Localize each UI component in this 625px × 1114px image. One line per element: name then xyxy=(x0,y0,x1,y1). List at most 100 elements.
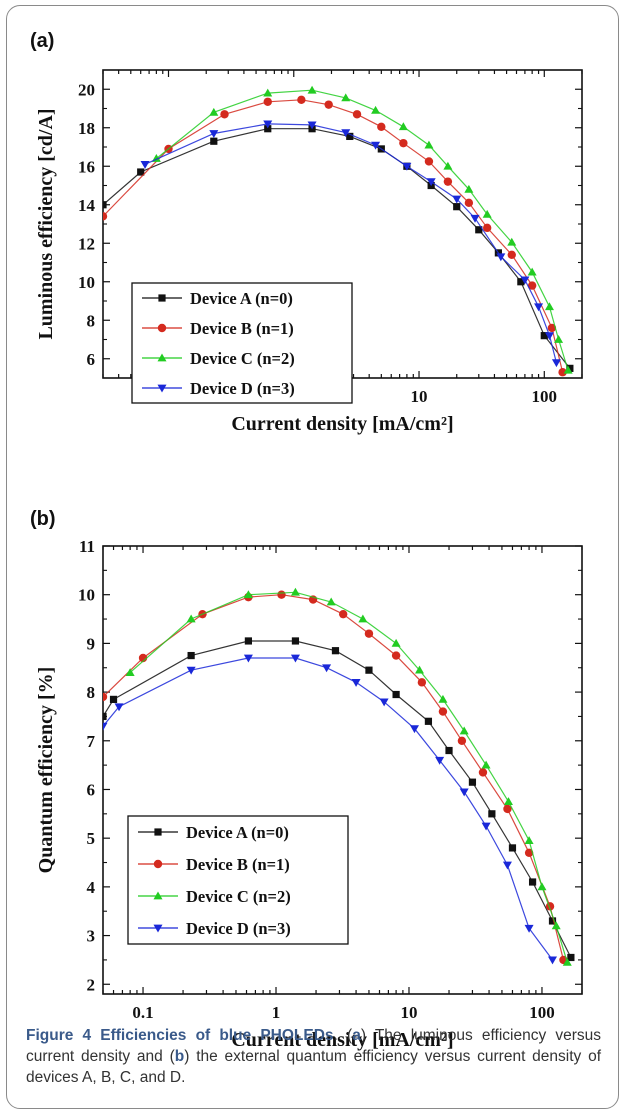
data-point xyxy=(547,323,557,333)
data-point xyxy=(209,107,219,116)
caption-title: Figure 4 Efficiencies of blue PHOLEDs xyxy=(26,1027,334,1044)
data-point xyxy=(391,651,401,660)
legend-marker xyxy=(157,323,167,333)
data-point xyxy=(524,836,534,844)
data-point xyxy=(307,121,317,130)
y-tick-label: 6 xyxy=(87,350,96,369)
x-tick-label: 100 xyxy=(529,1003,555,1022)
data-point xyxy=(567,953,575,962)
y-tick-label: 5 xyxy=(87,829,96,848)
y-tick-label: 3 xyxy=(87,927,96,946)
data-point xyxy=(443,177,453,186)
data-point xyxy=(464,198,474,208)
data-point xyxy=(468,778,477,786)
data-point xyxy=(464,184,474,193)
data-point xyxy=(365,666,373,674)
data-point xyxy=(341,93,351,102)
data-point xyxy=(277,590,286,599)
caption-text-3: ) the external quantum efficiency versus… xyxy=(26,1048,602,1086)
data-point xyxy=(263,88,273,97)
data-point xyxy=(415,665,425,674)
data-point xyxy=(488,810,496,818)
data-point xyxy=(438,707,448,716)
data-point xyxy=(398,122,408,131)
data-point xyxy=(459,788,469,797)
data-point xyxy=(377,122,386,131)
legend-marker xyxy=(158,294,166,302)
data-point xyxy=(475,226,483,234)
panel-label-a: (a) xyxy=(30,30,55,52)
data-point xyxy=(103,692,108,702)
data-point xyxy=(307,85,317,94)
x-tick-label: 10 xyxy=(400,1003,417,1022)
data-point xyxy=(478,768,488,777)
legend-label: Device A (n=0) xyxy=(186,823,289,842)
data-point xyxy=(103,722,108,731)
data-point xyxy=(338,609,348,619)
data-point xyxy=(291,637,300,645)
x-axis-label: Current density [mA/cm²] xyxy=(231,413,453,435)
data-point xyxy=(209,130,219,139)
series-3 xyxy=(151,85,573,374)
data-point xyxy=(409,725,419,734)
data-point xyxy=(438,694,448,703)
data-point xyxy=(263,120,273,129)
data-point xyxy=(527,281,537,290)
data-point xyxy=(187,651,195,660)
data-point xyxy=(457,736,467,745)
data-point xyxy=(371,141,381,150)
data-point xyxy=(540,332,548,340)
legend-label: Device C (n=2) xyxy=(190,349,295,368)
data-point xyxy=(563,365,573,374)
data-point xyxy=(481,760,491,769)
y-tick-label: 8 xyxy=(87,683,96,702)
series-3 xyxy=(125,587,572,966)
series-4 xyxy=(140,120,561,368)
data-point xyxy=(482,209,492,218)
y-tick-label: 7 xyxy=(87,732,96,751)
series-line xyxy=(129,591,568,963)
data-point xyxy=(507,250,516,259)
legend-box xyxy=(127,815,349,945)
data-point xyxy=(534,303,544,312)
data-point xyxy=(502,861,512,870)
data-point xyxy=(524,848,534,857)
data-point xyxy=(508,844,517,852)
x-tick-label: 10 xyxy=(411,387,428,406)
legend-marker xyxy=(153,859,163,869)
data-point xyxy=(371,105,381,114)
series-line xyxy=(103,640,572,958)
data-point xyxy=(220,110,229,119)
luminous-efficiency-chart: 0.111010068101214161820Current density [… xyxy=(35,69,583,435)
data-point xyxy=(322,664,332,673)
y-axis-label: Quantum efficiency [%] xyxy=(35,667,57,874)
series-1 xyxy=(103,637,575,962)
data-point xyxy=(453,203,461,211)
y-tick-label: 6 xyxy=(87,780,96,799)
data-point xyxy=(109,695,118,703)
data-point xyxy=(562,957,572,966)
y-tick-label: 8 xyxy=(87,311,96,330)
y-tick-label: 10 xyxy=(78,273,95,292)
data-point xyxy=(503,804,512,814)
series-2 xyxy=(103,95,567,377)
y-tick-label: 12 xyxy=(78,234,95,253)
y-tick-label: 18 xyxy=(78,119,95,138)
data-point xyxy=(566,364,574,372)
data-point xyxy=(424,140,434,149)
legend-label: Device D (n=3) xyxy=(190,379,295,398)
legend-label: Device A (n=0) xyxy=(190,289,293,308)
data-point xyxy=(548,917,557,925)
data-point xyxy=(417,678,427,687)
data-point xyxy=(459,726,469,735)
y-tick-label: 10 xyxy=(78,586,95,605)
data-point xyxy=(544,302,554,311)
data-point xyxy=(137,168,145,176)
data-point xyxy=(426,178,436,187)
y-tick-label: 11 xyxy=(79,537,95,556)
y-axis-label: Luminous efficiency [cd/A] xyxy=(35,108,57,339)
legend-marker xyxy=(153,891,163,900)
x-tick-label: 0.1 xyxy=(132,1003,153,1022)
caption-b-letter: b xyxy=(174,1048,185,1065)
data-point xyxy=(558,368,567,377)
